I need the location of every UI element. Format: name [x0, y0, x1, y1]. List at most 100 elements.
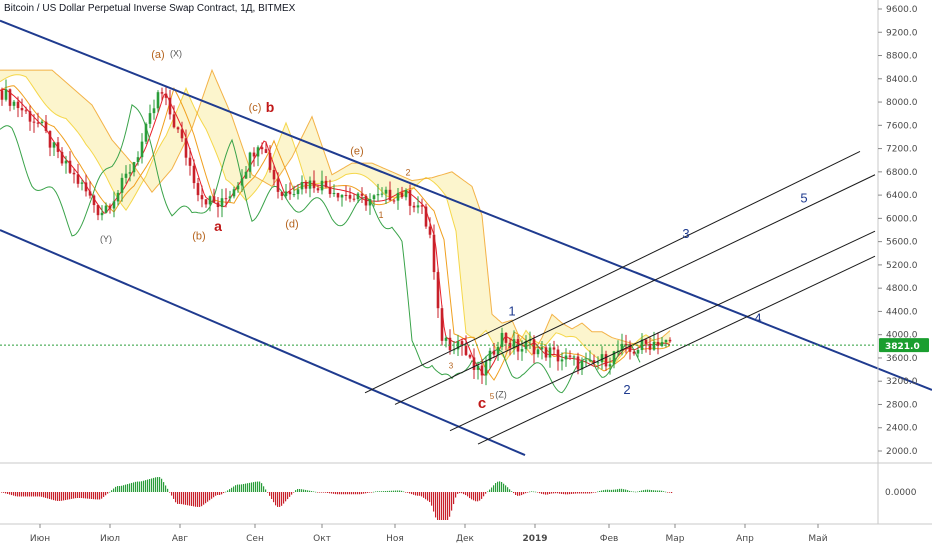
oscillator-bar: [391, 490, 393, 492]
candle-up: [380, 193, 384, 195]
oscillator-bar: [27, 492, 29, 497]
wave-label: 1: [378, 210, 383, 220]
candle-down: [408, 190, 412, 206]
wave-label: (c): [249, 102, 262, 114]
oscillator-bar: [237, 484, 239, 492]
candle-down: [324, 180, 328, 188]
candle-down: [448, 337, 452, 351]
y-tick-label: 8400.0: [886, 75, 918, 85]
oscillator-bar: [19, 492, 21, 497]
oscillator-bar: [41, 492, 43, 497]
oscillator-bar: [343, 492, 345, 495]
y-tick-label: 4800.0: [886, 284, 918, 294]
candle-down: [568, 355, 572, 357]
oscillator-panel: 0.0000: [1, 477, 917, 520]
candle-down: [16, 101, 20, 109]
oscillator-bar: [129, 483, 131, 492]
candle-down: [224, 198, 228, 200]
candle-down: [200, 195, 204, 200]
x-tick-label: Июл: [100, 534, 120, 544]
candle-down: [60, 151, 64, 164]
oscillator-bar: [145, 480, 147, 492]
oscillator-bar: [441, 492, 443, 520]
candle-down: [76, 174, 80, 184]
candle-up: [596, 362, 600, 364]
oscillator-bar: [543, 492, 545, 495]
y-tick-label: 2000.0: [886, 447, 918, 457]
oscillator-bar: [149, 479, 151, 492]
oscillator-bar: [645, 489, 647, 492]
oscillator-bar: [193, 492, 195, 507]
oscillator-bar: [5, 492, 7, 494]
candle-down: [348, 195, 352, 199]
x-tick-label: Сен: [246, 534, 264, 544]
oscillator-bar: [589, 492, 591, 494]
oscillator-bar: [47, 492, 49, 499]
oscillator-bar: [245, 483, 247, 492]
oscillator-bar: [433, 492, 435, 512]
candle-up: [248, 152, 252, 172]
candle-down: [556, 349, 560, 362]
oscillator-bar: [467, 492, 469, 497]
wave-label: 4: [754, 310, 761, 325]
oscillator-bar: [83, 492, 85, 499]
candle-up: [308, 180, 312, 189]
oscillator-bar: [493, 485, 495, 492]
oscillator-bar: [613, 489, 615, 492]
candle-down: [280, 191, 284, 196]
candle-down: [504, 332, 508, 343]
candle-up: [284, 191, 288, 196]
oscillator-bar: [275, 492, 277, 506]
candle-down: [180, 129, 184, 139]
candle-down: [268, 152, 272, 170]
oscillator-bar: [187, 492, 189, 506]
oscillator-bar: [117, 486, 119, 492]
oscillator-bar: [347, 492, 349, 495]
oscillator-bar: [33, 492, 35, 497]
oscillator-bar: [309, 490, 311, 492]
oscillator-bar: [445, 492, 447, 520]
oscillator-bar: [539, 492, 541, 494]
oscillator-bar: [657, 490, 659, 492]
oscillator-bar: [443, 492, 445, 520]
oscillator-bar: [583, 492, 585, 494]
candle-up: [104, 205, 108, 213]
candle-down: [164, 93, 168, 98]
candle-down: [264, 149, 268, 153]
x-tick-label: Май: [808, 534, 827, 544]
oscillator-bar: [409, 492, 411, 494]
oscillator-bar: [101, 492, 103, 499]
candle-down: [252, 152, 256, 157]
oscillator-bar: [291, 492, 293, 495]
candle-down: [24, 110, 28, 112]
fork-line-1: [364, 151, 861, 394]
x-tick-label: Окт: [313, 534, 331, 544]
candle-up: [356, 193, 360, 200]
candle-up: [4, 89, 8, 100]
oscillator-bar: [537, 492, 539, 493]
candle-up: [112, 201, 116, 209]
oscillator-bar: [601, 490, 603, 492]
oscillator-bar: [647, 489, 649, 492]
candle-up: [128, 172, 132, 174]
oscillator-bar: [277, 492, 279, 507]
oscillator-bar: [619, 488, 621, 492]
oscillator-bar: [459, 492, 461, 494]
candle-down: [532, 339, 536, 355]
oscillator-bar: [533, 491, 535, 493]
wave-label: 5: [800, 191, 807, 206]
candle-down: [552, 347, 556, 350]
candle-up: [152, 108, 156, 114]
candle-up: [572, 356, 576, 358]
candle-down: [0, 90, 4, 100]
y-tick-label: 9600.0: [886, 5, 918, 15]
oscillator-bar: [377, 491, 379, 492]
oscillator-bar: [313, 491, 315, 493]
oscillator-bar: [367, 492, 369, 493]
candle-down: [96, 205, 100, 216]
oscillator-bar: [179, 492, 181, 504]
oscillator-bar: [625, 489, 627, 492]
oscillator-bar: [397, 490, 399, 492]
oscillator-bar: [603, 490, 605, 492]
